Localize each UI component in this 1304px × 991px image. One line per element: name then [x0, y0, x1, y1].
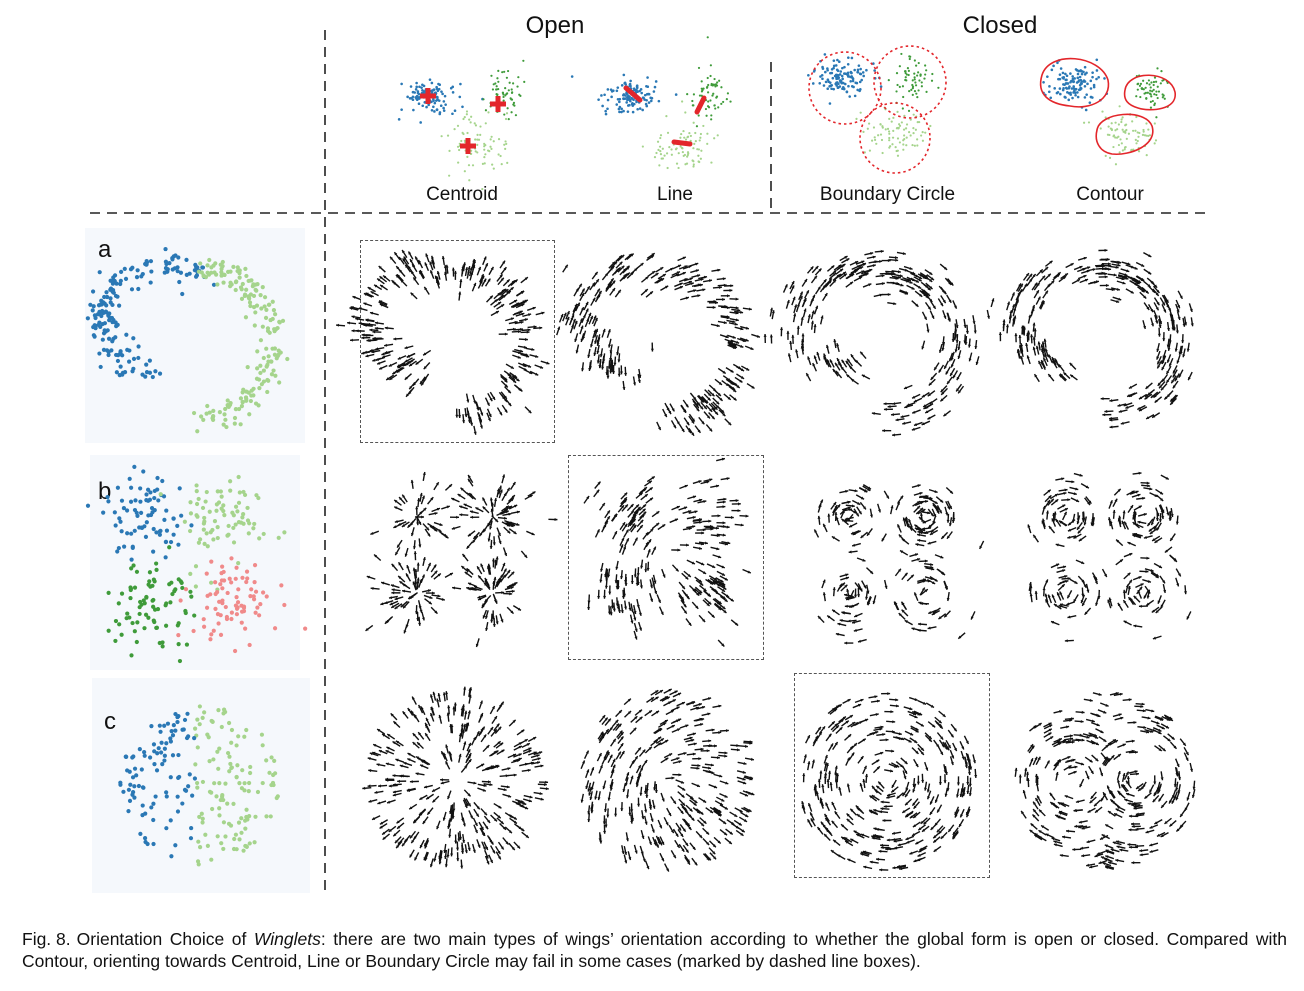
winglet-a-contour [990, 248, 1194, 429]
blue-cluster [807, 53, 883, 105]
winglet-c-centroid [362, 686, 549, 869]
boundary-circle [859, 102, 931, 174]
blue-cluster [85, 464, 194, 562]
boundary-circle [808, 51, 882, 125]
contour-outline [1039, 57, 1110, 108]
light-green-cluster [158, 474, 287, 592]
winglet-b-centroid [365, 471, 558, 648]
row-label-c: c [104, 708, 116, 735]
method-label-centroid: Centroid [426, 184, 498, 205]
green-cluster [887, 52, 940, 112]
centroid-marker [495, 96, 501, 112]
failure-box-b-line [568, 455, 764, 660]
open-header: Open [525, 12, 585, 39]
caption-emphasis: Winglets [253, 929, 321, 949]
line-marker [623, 85, 643, 103]
blue-cluster [1042, 58, 1109, 112]
caption-label: Fig. 8. [22, 929, 71, 949]
blue-cluster [570, 73, 678, 116]
winglet-c-boundary-circle [801, 692, 978, 872]
input-scatter-plots [85, 246, 308, 867]
method-label-line: Line [657, 184, 693, 205]
centroid-marker [465, 138, 471, 154]
winglet-a-boundary-circle [763, 249, 991, 437]
light-green-cluster [1082, 105, 1158, 166]
winglet-c-contour [1014, 691, 1196, 871]
row-label-a: a [98, 236, 112, 263]
method-label-contour: Contour [1076, 184, 1144, 205]
red-cluster [176, 556, 308, 654]
failure-box-a-centroid [360, 240, 555, 443]
light-green-cluster [641, 100, 719, 170]
header-scatter-line [570, 36, 732, 170]
green-cluster [482, 59, 526, 121]
input-scatter-c [118, 704, 280, 867]
winglet-a-centroid [335, 249, 550, 435]
winglet-result-plots [335, 248, 1196, 872]
boundary-circle [873, 45, 947, 119]
header-scatter-examples [397, 36, 1176, 191]
contour-outline [1095, 113, 1154, 155]
winglet-b-boundary-circle [813, 484, 985, 645]
input-scatter-a [85, 246, 290, 434]
line-marker [694, 95, 707, 115]
caption-text-before: Orientation Choice of [76, 929, 254, 949]
header-scatter-boundary-circle [807, 45, 947, 174]
winglet-a-line [556, 252, 761, 437]
failure-box-c-boundary-circle [794, 673, 990, 878]
winglet-b-contour [1027, 471, 1192, 643]
green-cluster [106, 545, 197, 664]
header-scatter-centroid [397, 59, 526, 191]
winglet-b-line [583, 457, 752, 648]
layout-dividers [90, 30, 1205, 890]
winglet-c-line [580, 688, 755, 872]
figure-caption: Fig. 8. Orientation Choice of Winglets: t… [22, 928, 1287, 972]
closed-header: Closed [962, 12, 1038, 39]
line-marker [671, 139, 693, 147]
centroid-marker [425, 88, 431, 104]
contour-outline [1123, 74, 1176, 111]
green-cluster [686, 36, 732, 128]
caption-text-after: : there are two main types of wings’ ori… [22, 929, 1287, 971]
method-label-boundary-circle: Boundary Circle [819, 184, 956, 205]
header-scatter-contour [1039, 57, 1176, 166]
light-green-cluster [855, 106, 932, 157]
input-scatter-b [85, 464, 308, 664]
